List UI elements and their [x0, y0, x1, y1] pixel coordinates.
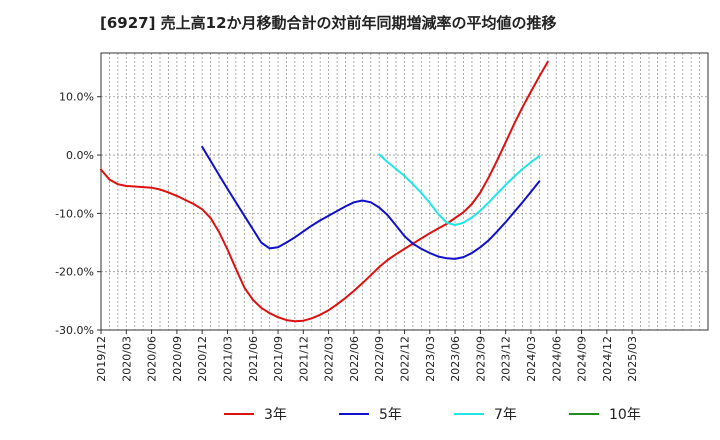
x-tick-label: 2021/09 [272, 336, 285, 382]
legend-label: 10年 [609, 407, 641, 423]
x-tick-label: 2023/06 [449, 336, 462, 382]
legend-label: 3年 [264, 407, 287, 423]
x-tick-label: 2022/06 [348, 336, 361, 382]
x-tick-label: 2024/03 [525, 336, 538, 382]
x-tick-label: 2023/03 [424, 336, 437, 382]
y-tick-label: 0.0% [66, 149, 94, 162]
y-tick-label: -10.0% [55, 207, 94, 220]
y-tick-label: -30.0% [55, 324, 94, 337]
x-tick-label: 2024/12 [601, 336, 614, 382]
y-tick-label: 10.0% [59, 91, 94, 104]
legend-label: 5年 [379, 407, 402, 423]
x-tick-label: 2021/12 [297, 336, 310, 382]
chart-title: [6927] 売上高12か月移動合計の対前年同期増減率の平均値の推移 [100, 14, 557, 32]
x-tick-label: 2020/06 [146, 336, 159, 382]
x-tick-label: 2022/09 [373, 336, 386, 382]
series-line-7年 [378, 153, 541, 226]
x-tick-label: 2021/03 [221, 336, 234, 382]
legend-label: 7年 [494, 407, 517, 423]
x-tick-label: 2023/12 [500, 336, 513, 382]
x-tick-label: 2024/09 [576, 336, 589, 382]
x-tick-label: 2022/03 [323, 336, 336, 382]
series-line-5年 [201, 145, 541, 260]
x-tick-label: 2023/09 [474, 336, 487, 382]
x-tick-label: 2021/06 [247, 336, 260, 382]
x-tick-label: 2019/12 [95, 336, 108, 382]
x-tick-label: 2024/06 [550, 336, 563, 382]
x-tick-label: 2020/03 [120, 336, 133, 382]
x-tick-label: 2025/03 [626, 336, 639, 382]
plot-area [101, 53, 708, 330]
x-tick-label: 2022/12 [399, 336, 412, 382]
x-tick-label: 2020/09 [171, 336, 184, 382]
y-tick-label: -20.0% [55, 266, 94, 279]
x-tick-label: 2020/12 [196, 336, 209, 382]
series-line-3年 [100, 60, 549, 323]
